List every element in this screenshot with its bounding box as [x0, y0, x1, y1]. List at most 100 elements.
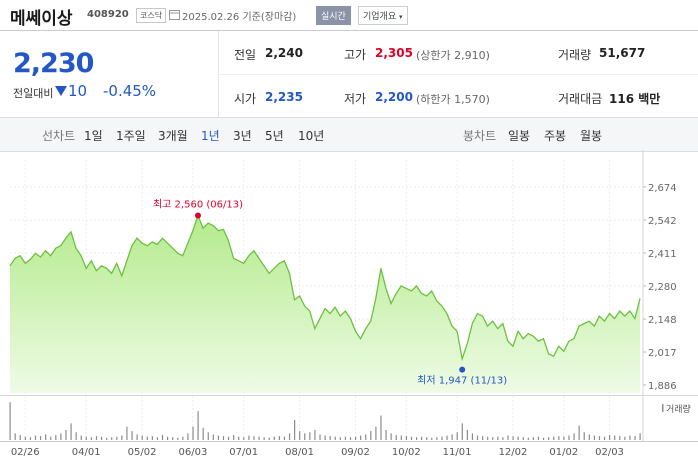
volume-bar [502, 437, 504, 440]
volume-bar [192, 426, 194, 440]
volume-bar [588, 434, 590, 440]
period-tab[interactable]: 10년 [298, 129, 325, 143]
volume-bar [456, 432, 458, 440]
stat-note: (상한가 2,910) [416, 49, 490, 62]
volume-bar [461, 423, 463, 440]
volume-bar [639, 433, 641, 440]
volume-bar [532, 437, 535, 440]
stat-label: 시가 [234, 92, 257, 106]
volume-bar [603, 436, 606, 440]
volume-bar [609, 435, 611, 440]
volume-bar [238, 436, 240, 440]
volume-bar [50, 436, 52, 440]
period-tab[interactable]: 3년 [233, 129, 252, 143]
x-tick-label: 04/01 [72, 447, 101, 458]
divider [218, 74, 698, 75]
volume-bar [151, 436, 153, 440]
volume-bar [29, 437, 32, 440]
period-tab[interactable]: 1일 [84, 129, 103, 143]
volume-bar [400, 435, 402, 440]
volume-bar [70, 423, 72, 440]
stock-code: 408920 [87, 9, 129, 20]
stat-value: 2,305 [375, 46, 413, 60]
x-tick-label: 05/02 [128, 447, 157, 458]
volume-bar [395, 435, 397, 440]
volume-bar [360, 435, 362, 440]
volume-bar [309, 432, 311, 440]
stat-value: 2,240 [265, 46, 303, 60]
volume-bar [375, 426, 377, 440]
y-tick-label: 2,411 [648, 249, 677, 260]
volume-bar [415, 437, 418, 440]
stat-label: 저가 [344, 92, 367, 106]
volume-bar [263, 437, 265, 440]
x-tick-label: 06/03 [178, 447, 207, 458]
volume-bar [24, 436, 26, 440]
change-label: 전일대비 [13, 87, 54, 100]
volume-bar [421, 436, 423, 440]
volume-bar [106, 437, 108, 440]
x-tick-label: 10/02 [392, 447, 421, 458]
stat-label: 고가 [344, 48, 367, 62]
change-rate: -0.45% [103, 82, 157, 100]
volume-bar [405, 436, 407, 440]
volume-bar [370, 431, 372, 440]
x-tick-label: 07/01 [229, 447, 258, 458]
volume-bar [141, 435, 143, 440]
divider [0, 30, 698, 31]
extreme-marker [459, 366, 466, 373]
volume-bar [517, 436, 519, 440]
volume-bar [304, 433, 306, 440]
volume-bar [553, 436, 555, 440]
volume-bar [233, 435, 235, 440]
volume-bar [319, 434, 321, 440]
volume-bar [90, 437, 92, 440]
legend-swatch [662, 404, 664, 412]
volume-bar [507, 435, 509, 440]
volume-bar [85, 436, 87, 440]
volume-bar [578, 425, 580, 440]
volume-bar [202, 427, 204, 440]
volume-bar [182, 436, 184, 440]
x-tick-label: 11/01 [443, 447, 472, 458]
period-tab[interactable]: 3개월 [158, 129, 188, 143]
volume-bar [243, 437, 245, 440]
candle-tab[interactable]: 월봉 [580, 129, 603, 143]
volume-bar [593, 435, 595, 440]
period-tab[interactable]: 1주일 [116, 129, 146, 143]
stat-value: 2,235 [265, 90, 303, 104]
volume-bar [187, 433, 189, 440]
realtime-button[interactable]: 실시간 [316, 6, 351, 25]
volume-bar [354, 436, 357, 440]
tab-bar: 선차트 봉차트 1일 1주일 3개월 1년 3년 5년 10년 일봉 주봉 월봉 [0, 117, 698, 152]
x-tick-label: 02/26 [11, 447, 40, 458]
volume-bar [385, 430, 387, 440]
volume-bar [9, 402, 11, 440]
volume-bar [19, 435, 21, 440]
company-button[interactable]: 기업개요 ▾ [358, 6, 408, 25]
candle-tab[interactable]: 일봉 [508, 129, 531, 143]
volume-bar [177, 437, 179, 440]
volume-bar [492, 437, 494, 440]
date-value: 2025.02.26 [182, 12, 240, 23]
date: 2025.02.26 기준(장마감) [182, 8, 296, 23]
volume-bar [583, 432, 585, 440]
volume-bar [390, 433, 392, 440]
candle-tab[interactable]: 주봉 [544, 129, 567, 143]
volume-bar [197, 411, 199, 440]
volume-bar [573, 433, 575, 440]
volume-bar [212, 434, 214, 440]
y-tick-label: 2,280 [648, 282, 677, 293]
period-tab[interactable]: 5년 [265, 129, 284, 143]
period-tab[interactable]: 1년 [201, 129, 220, 143]
volume-bar [629, 435, 631, 440]
volume-bar [314, 430, 316, 440]
volume-bar [471, 433, 474, 440]
y-tick-label: 1,886 [648, 381, 677, 392]
volume-bar [476, 435, 479, 440]
volume-bar [522, 437, 524, 440]
volume-bar [45, 434, 47, 440]
company-button-label[interactable]: 기업개요 [363, 12, 397, 22]
volume-bar [253, 436, 255, 440]
